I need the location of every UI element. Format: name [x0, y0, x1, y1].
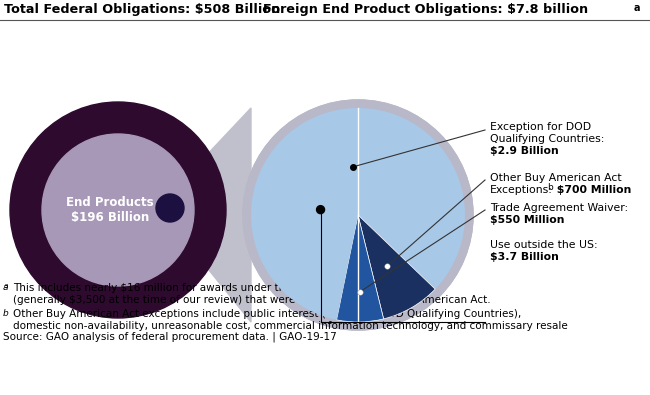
Text: Exception for DOD: Exception for DOD: [490, 122, 591, 132]
Text: Trade Agreement Waiver:: Trade Agreement Waiver:: [490, 203, 628, 213]
Text: $^a$: $^a$: [3, 283, 9, 293]
Text: $196 Billion: $196 Billion: [71, 211, 149, 224]
Circle shape: [243, 100, 473, 330]
Circle shape: [10, 102, 226, 318]
Text: a: a: [634, 3, 640, 13]
Text: Total Federal Obligations: $508 Billion: Total Federal Obligations: $508 Billion: [4, 3, 280, 16]
Text: End Products: End Products: [66, 196, 154, 209]
Wedge shape: [358, 108, 465, 289]
Circle shape: [156, 194, 184, 222]
Circle shape: [42, 134, 194, 286]
Wedge shape: [251, 108, 362, 320]
Text: Foreign End Product Obligations: $7.8 billion: Foreign End Product Obligations: $7.8 bi…: [263, 3, 588, 16]
Wedge shape: [337, 215, 383, 322]
Text: $550 Million: $550 Million: [490, 215, 564, 225]
Text: Other Buy American Act: Other Buy American Act: [490, 173, 621, 183]
Text: Use outside the US:: Use outside the US:: [490, 240, 597, 250]
Text: Qualifying Countries:: Qualifying Countries:: [490, 134, 604, 144]
Text: This includes nearly $16 million for awards under the micro-purchase threshold
(: This includes nearly $16 million for awa…: [13, 283, 491, 305]
Polygon shape: [170, 108, 251, 322]
Circle shape: [243, 100, 473, 330]
Text: Exceptions:: Exceptions:: [490, 185, 553, 195]
Text: $3.7 Billion: $3.7 Billion: [490, 252, 559, 262]
Text: b: b: [547, 183, 552, 192]
Circle shape: [317, 206, 324, 214]
Text: Other Buy American Act exceptions include public interest (excluding DOD Qualify: Other Buy American Act exceptions includ…: [13, 309, 567, 331]
Text: b: b: [3, 309, 8, 318]
Text: $700 Million: $700 Million: [553, 185, 631, 195]
Text: $2.9 Billion: $2.9 Billion: [490, 146, 559, 156]
Wedge shape: [358, 215, 435, 319]
Text: Source: GAO analysis of federal procurement data. | GAO-19-17: Source: GAO analysis of federal procurem…: [3, 331, 337, 342]
Text: a: a: [3, 283, 8, 292]
